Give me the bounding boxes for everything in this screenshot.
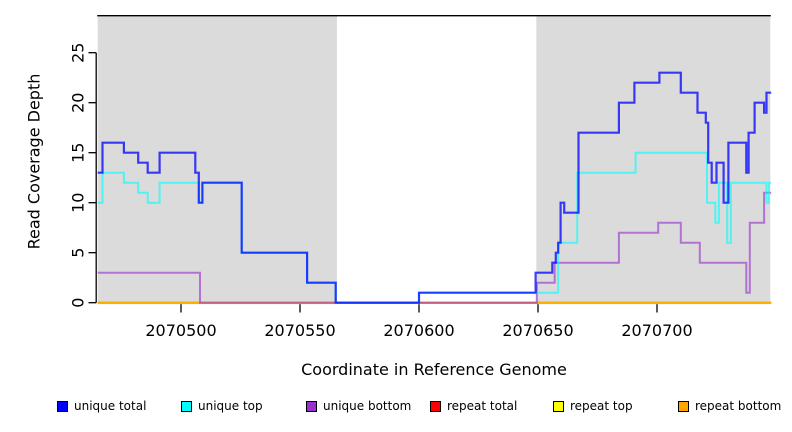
repeat-total-swatch-icon (430, 400, 441, 412)
x-tick-label: 2070500 (145, 321, 216, 340)
unique-total-swatch-icon (57, 400, 68, 412)
shaded-region-1 (536, 15, 771, 305)
legend-label: repeat total (447, 399, 518, 413)
y-tick-label: 5 (69, 248, 88, 258)
legend-label: unique total (74, 399, 147, 413)
unique-bottom-swatch-icon (306, 400, 317, 412)
legend-item-repeat-total: repeat total (430, 399, 517, 413)
unique-top-swatch-icon (181, 400, 192, 412)
legend-item-repeat-bottom: repeat bottom (678, 399, 781, 413)
shaded-region-0 (97, 15, 337, 305)
legend-item-repeat-top: repeat top (553, 399, 633, 413)
legend-item-unique-total: unique total (57, 399, 146, 413)
y-axis-title: Read Coverage Depth (24, 73, 44, 250)
x-tick-label: 2070650 (502, 321, 573, 340)
y-tick-label: 25 (69, 43, 88, 63)
y-tick-label: 15 (69, 143, 88, 163)
legend-label: repeat bottom (695, 399, 782, 413)
repeat-top-swatch-icon (553, 400, 564, 412)
y-tick-label: 20 (69, 93, 88, 113)
legend-label: unique top (198, 399, 263, 413)
series-unique-total-line (97, 71, 772, 304)
y-tick-label: 10 (69, 193, 88, 213)
x-axis-title: Coordinate in Reference Genome (301, 360, 567, 379)
x-tick-label: 2070700 (621, 321, 692, 340)
legend-item-unique-top: unique top (181, 399, 263, 413)
legend-item-unique-bottom: unique bottom (306, 399, 411, 413)
repeat-bottom-swatch-icon (678, 400, 689, 412)
x-tick-label: 2070600 (383, 321, 454, 340)
x-tick-label: 2070550 (264, 321, 335, 340)
legend-label: unique bottom (323, 399, 412, 413)
y-tick-label: 0 (69, 298, 88, 308)
legend-label: repeat top (570, 399, 633, 413)
